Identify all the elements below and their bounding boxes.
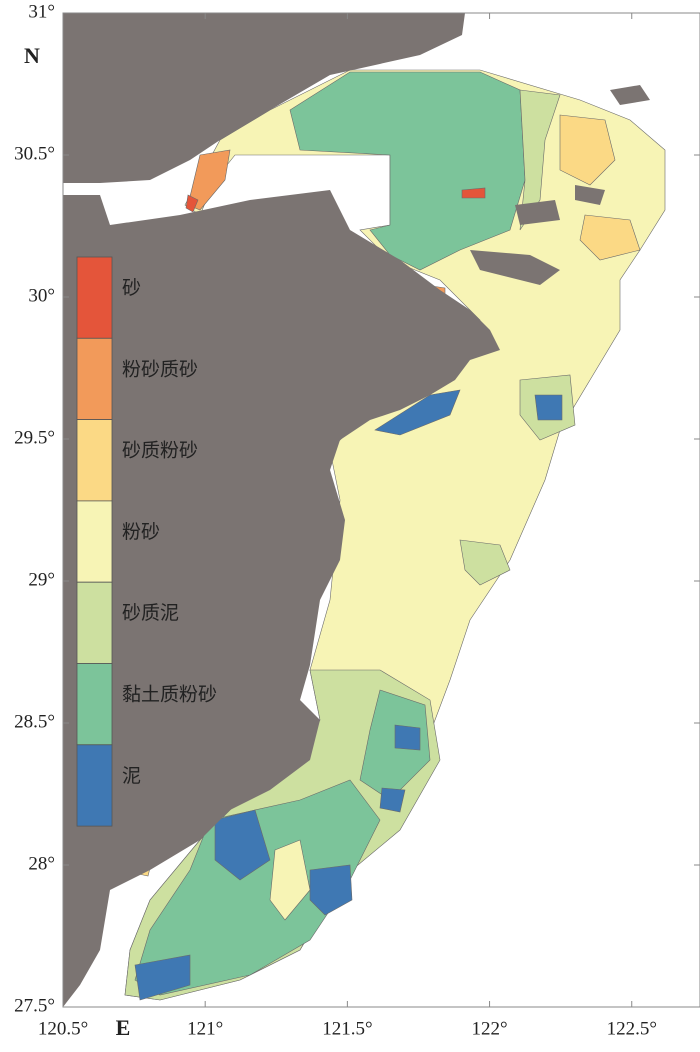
y-tick-label: 31° [28, 1, 55, 22]
legend-label: 粉砂质砂 [122, 358, 198, 380]
y-tick-label: 30° [28, 285, 55, 306]
island [610, 85, 650, 105]
zone [374, 389, 461, 436]
legend-label: 黏土质粉砂 [122, 684, 217, 706]
y-tick-label: 28° [28, 853, 55, 874]
legend-label: 砂质粉砂 [122, 440, 198, 462]
zone [214, 809, 271, 881]
zone [534, 394, 563, 421]
sediment-zones [124, 69, 666, 1001]
island [515, 200, 560, 225]
legend-label: 砂 [122, 277, 141, 299]
legend-swatch [76, 744, 113, 827]
legend-swatch [76, 581, 113, 664]
legend-label: 粉砂 [122, 521, 160, 543]
island [575, 185, 605, 205]
y-tick-label: 27.5° [14, 995, 55, 1016]
y-tick-label: 30.5° [14, 143, 55, 164]
map-frame [62, 12, 700, 1008]
legend-swatch [76, 337, 113, 420]
x-tick-label: 121.5° [322, 1018, 372, 1039]
zone [461, 187, 486, 199]
zone [185, 194, 199, 213]
y-tick-label: 29° [28, 569, 55, 590]
zone [394, 724, 421, 751]
island [470, 250, 560, 285]
land-north [63, 13, 465, 183]
legend-label: 砂质泥 [122, 602, 179, 624]
zone [559, 114, 616, 186]
x-tick-label: 122° [472, 1018, 508, 1039]
zone [134, 954, 191, 1001]
legend-swatch [76, 419, 113, 502]
x-tick-label: 120.5° [38, 1018, 88, 1039]
y-tick-label: 28.5° [14, 711, 55, 732]
north-label: N [24, 43, 40, 68]
legend-swatch [76, 663, 113, 746]
legend-swatch [76, 256, 113, 339]
zone [519, 89, 561, 231]
zone [309, 864, 353, 916]
land-south [63, 190, 500, 1007]
zone [269, 839, 311, 921]
land [63, 13, 650, 1007]
zone [379, 787, 406, 813]
legend-swatch [76, 500, 113, 583]
zone [134, 779, 381, 996]
y-tick-label: 29.5° [14, 427, 55, 448]
zone [289, 71, 526, 271]
x-tick-label: 122.5° [607, 1018, 657, 1039]
legend-label: 泥 [122, 765, 141, 787]
zone [579, 214, 641, 261]
x-tick-label: 121° [187, 1018, 223, 1039]
east-label: E [116, 1015, 131, 1040]
zone [459, 539, 511, 586]
